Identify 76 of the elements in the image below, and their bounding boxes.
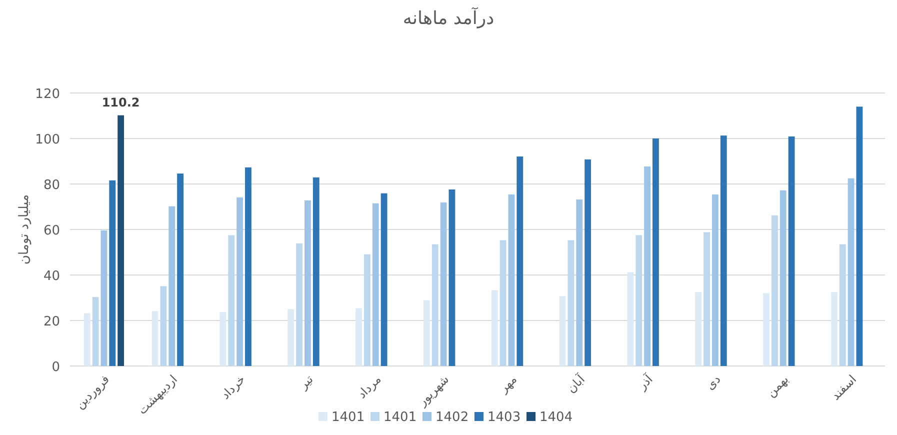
x-tick-label: تیر (296, 372, 316, 392)
bar (432, 244, 438, 366)
bar (118, 115, 124, 366)
bar (584, 159, 592, 366)
x-tick-label: آبان (563, 371, 588, 396)
bar (830, 292, 838, 366)
legend-label: 1403 (488, 410, 521, 425)
y-tick-label: 60 (43, 224, 60, 238)
bar (448, 189, 456, 366)
bar (839, 244, 846, 366)
x-tick-label: مرداد (354, 372, 384, 402)
bar (780, 190, 786, 366)
x-tick-label: اردیبهشت (135, 372, 180, 418)
bar (364, 254, 370, 366)
bar (160, 286, 167, 366)
bar (100, 230, 108, 366)
bar (644, 166, 651, 366)
bar (500, 240, 506, 366)
bar (423, 300, 430, 366)
bar (92, 297, 99, 366)
bar (372, 203, 379, 366)
x-tick-label: شهریور (414, 372, 452, 410)
legend-label: 1402 (436, 410, 469, 425)
bar (177, 174, 184, 366)
bar (296, 243, 302, 366)
bar (508, 194, 515, 366)
x-tick-label: آذر (634, 371, 656, 394)
bar (236, 197, 244, 366)
bar (568, 240, 574, 366)
bar (763, 293, 770, 366)
bar (228, 235, 235, 366)
bar (220, 312, 226, 366)
chart-title: درآمد ماهانه (402, 7, 494, 29)
bar (288, 309, 294, 366)
bar (856, 106, 863, 366)
bar (304, 200, 311, 366)
bar (848, 178, 854, 366)
bar (109, 180, 116, 366)
legend-label: 1404 (540, 410, 573, 425)
bar (576, 199, 583, 366)
y-tick-label: 80 (43, 178, 60, 193)
bar (356, 308, 362, 366)
legend-label: 1401 (384, 410, 417, 425)
x-tick-label: مهر (496, 372, 520, 396)
y-tick-label: 20 (43, 314, 60, 330)
bar (168, 206, 176, 366)
y-tick-label: 40 (43, 269, 60, 284)
bar (380, 193, 388, 366)
bar (627, 272, 634, 366)
bar (440, 202, 447, 366)
bar (720, 136, 727, 366)
x-tick-label: خرداد (218, 372, 248, 402)
bar (771, 215, 778, 366)
bar (788, 136, 795, 366)
x-tick-label: دی (703, 372, 724, 393)
bar (312, 177, 320, 366)
bar (491, 290, 498, 366)
x-tick-label: بهمن (764, 372, 792, 400)
bar (84, 313, 90, 366)
data-label: 110.2 (102, 95, 140, 110)
bar (712, 194, 718, 366)
y-tick-label: 120 (35, 87, 60, 102)
bar (652, 138, 659, 366)
bar (559, 296, 566, 366)
bar (152, 311, 158, 366)
y-tick-label: 0 (52, 360, 60, 375)
bar (704, 232, 710, 366)
legend-label: 1401 (332, 410, 365, 425)
bar (245, 167, 252, 366)
bar (516, 156, 524, 366)
bar (636, 235, 642, 366)
y-tick-label: 100 (35, 132, 60, 148)
x-tick-label: اسفند (828, 372, 860, 403)
x-tick-label: فروردین (72, 372, 112, 412)
bar (695, 292, 702, 366)
y-axis-title: میلیارد تومان (17, 194, 32, 265)
